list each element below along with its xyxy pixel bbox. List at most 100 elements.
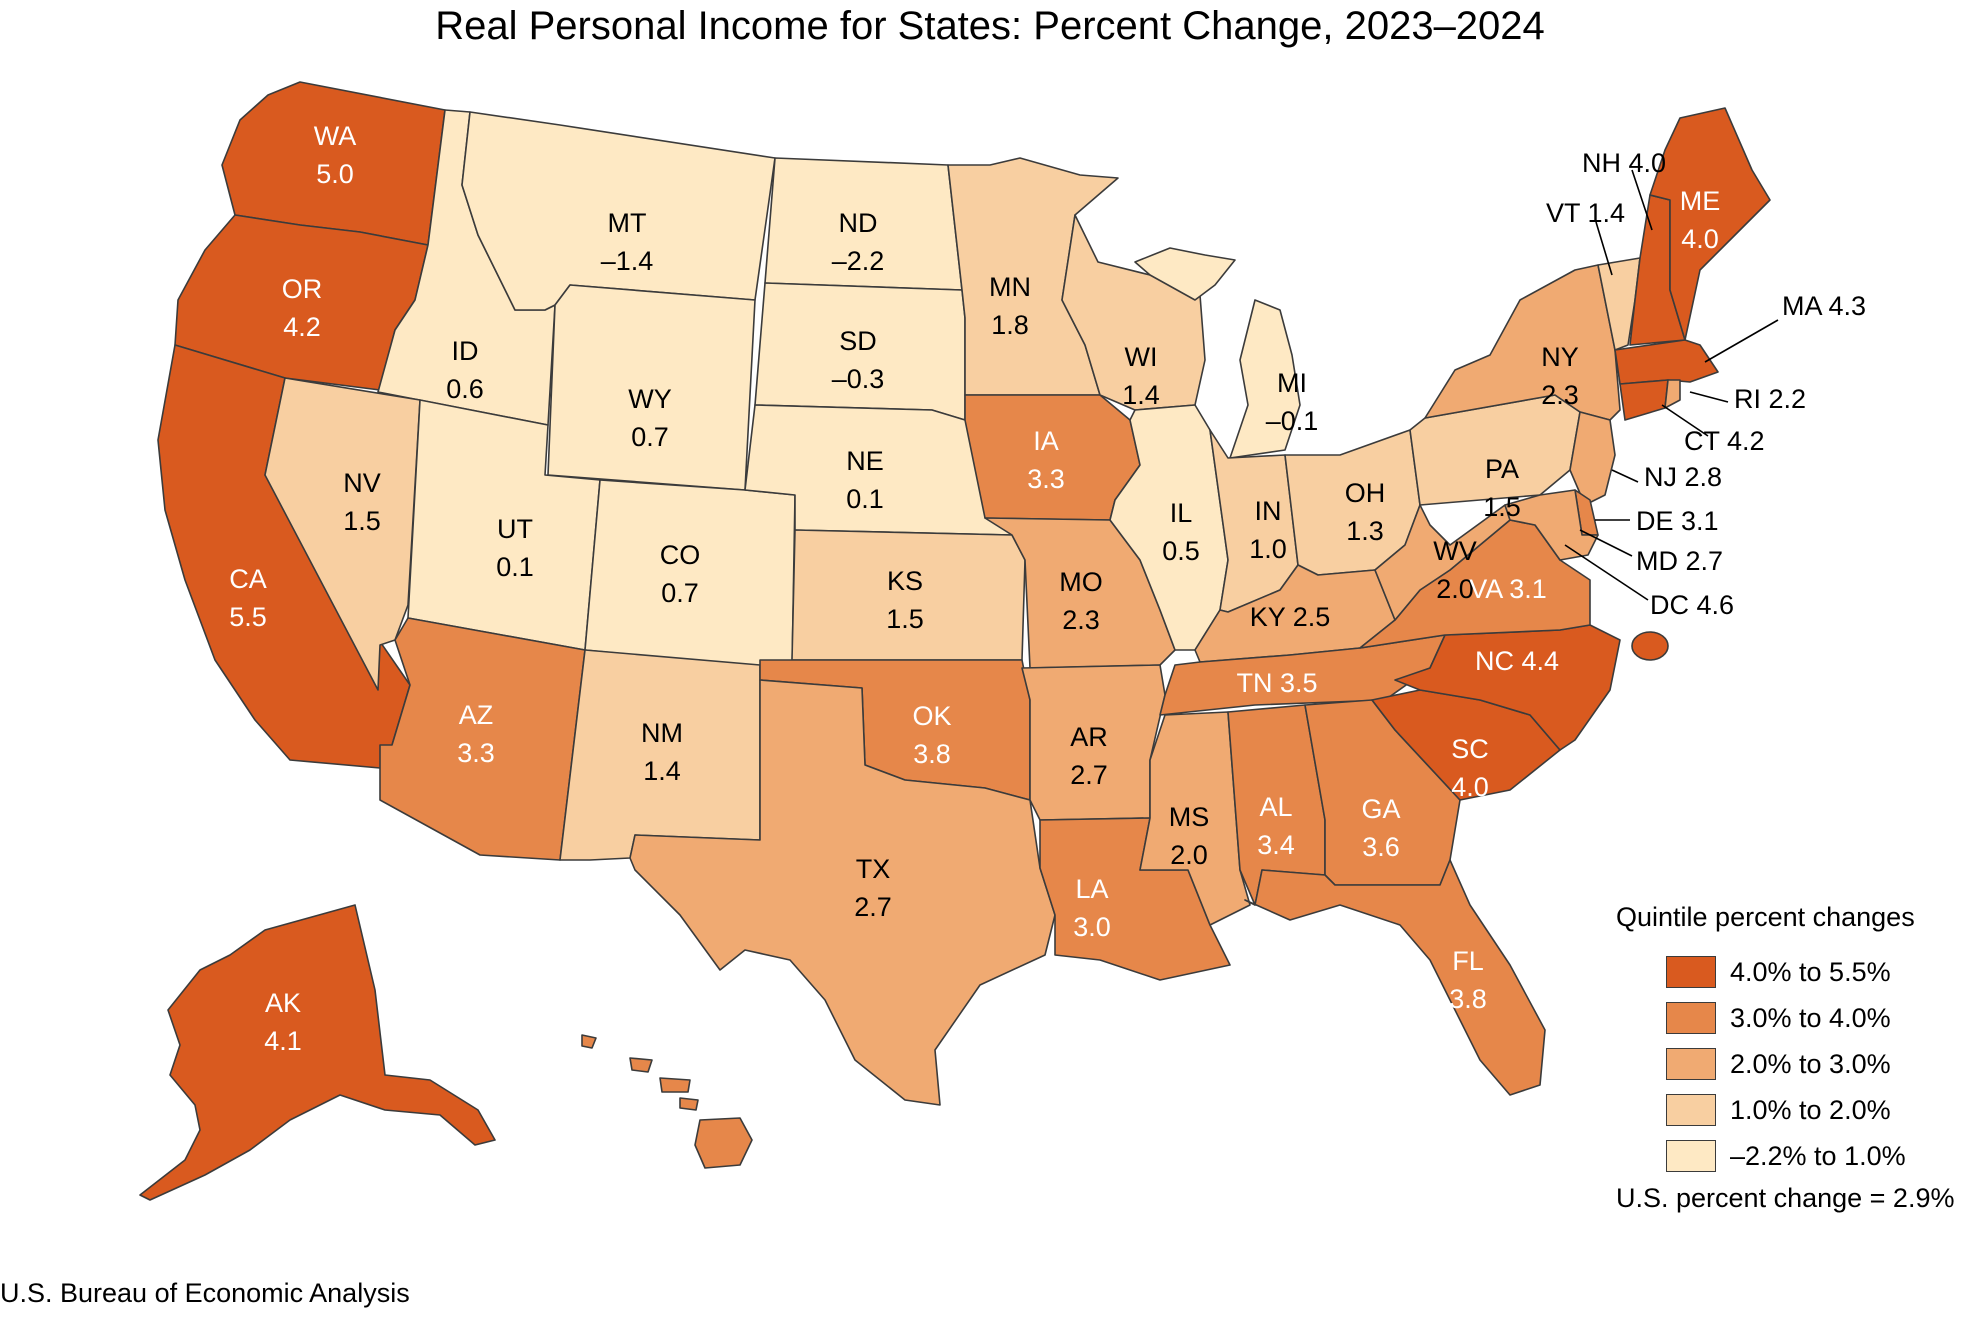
state-shape-hi <box>659 1077 691 1093</box>
state-label-mo: MO 2.3 <box>1059 567 1103 635</box>
state-label-nm: NM 1.4 <box>641 718 683 786</box>
state-label-nv: NV 1.5 <box>343 468 381 536</box>
state-label-ne: NE 0.1 <box>846 446 884 514</box>
state-abbr: IN <box>1255 496 1282 526</box>
state-abbr: ME <box>1680 186 1721 216</box>
state-abbr: CA <box>229 564 267 594</box>
state-label-ar: AR 2.7 <box>1070 722 1108 790</box>
legend-row: 4.0% to 5.5% <box>1616 949 1976 995</box>
state-label-id: ID 0.6 <box>446 336 484 404</box>
state-value: 2.7 <box>854 892 892 922</box>
state-value: 1.5 <box>1483 492 1521 522</box>
state-abbr: HI <box>594 1124 621 1154</box>
state-abbr: MI <box>1277 368 1307 398</box>
state-label-tn: TN 3.5 <box>1236 668 1317 698</box>
state-label-ga: GA 3.6 <box>1361 794 1400 862</box>
state-value: 3.8 <box>913 739 951 769</box>
state-label-me: ME 4.0 <box>1680 186 1721 254</box>
state-label-md: MD 2.7 <box>1636 546 1723 576</box>
state-shape-dc <box>1631 631 1669 661</box>
state-label-nd: ND –2.2 <box>832 208 885 276</box>
state-label-oh: OH 1.3 <box>1345 478 1386 546</box>
legend-label: –2.2% to 1.0% <box>1730 1140 1906 1171</box>
state-shape-ny <box>1424 264 1621 421</box>
leader-line <box>1579 529 1633 557</box>
state-value: 2.0 <box>1436 574 1474 604</box>
state-abbr: AL <box>1259 792 1292 822</box>
state-abbr: KS <box>887 566 923 596</box>
state-abbr: NY <box>1541 342 1579 372</box>
state-label-nc: NC 4.4 <box>1475 646 1559 676</box>
state-value: 5.0 <box>316 159 354 189</box>
leader-line <box>1704 319 1779 363</box>
state-label-in: IN 1.0 <box>1249 496 1287 564</box>
state-shape-nj <box>1569 411 1616 506</box>
state-abbr: CO <box>660 540 701 570</box>
state-abbr: OR <box>282 274 323 304</box>
state-shape-nm <box>559 649 761 861</box>
state-label-ky: KY 2.5 <box>1250 602 1331 632</box>
state-value: 2.7 <box>1070 760 1108 790</box>
state-labels: WA 5.0 OR 4.2 CA 5.5 ID 0.6 NV 1.5 MT –1.4 WY 0.7 UT 0.… <box>229 121 1866 1192</box>
state-shape-hi <box>581 1034 597 1049</box>
leader-line <box>1595 221 1613 276</box>
state-label-la: LA 3.0 <box>1073 874 1111 942</box>
state-label-ca: CA 5.5 <box>229 564 267 632</box>
state-value: 0.1 <box>496 552 534 582</box>
state-shape-ct <box>1619 379 1669 421</box>
state-value: 5.5 <box>229 602 267 632</box>
state-label-nj: NJ 2.8 <box>1644 462 1722 492</box>
state-abbr: SD <box>839 326 877 356</box>
state-shapes <box>139 81 1771 1201</box>
state-label-ri: RI 2.2 <box>1734 384 1806 414</box>
state-value: 3.8 <box>1449 984 1487 1014</box>
state-label-or: OR 4.2 <box>282 274 323 342</box>
state-label-ak: AK 4.1 <box>264 988 302 1056</box>
state-label-dc: DC 4.6 <box>1650 590 1734 620</box>
state-value: –0.3 <box>832 364 885 394</box>
legend-label: 2.0% to 3.0% <box>1730 1048 1891 1079</box>
state-value: –1.4 <box>601 246 654 276</box>
state-label-al: AL 3.4 <box>1257 792 1295 860</box>
state-value: 4.1 <box>264 1026 302 1056</box>
state-abbr: AK <box>265 988 301 1018</box>
state-label-wv: WV 2.0 <box>1433 536 1477 604</box>
legend-title: Quintile percent changes <box>1616 902 1915 932</box>
state-label-sc: SC 4.0 <box>1451 734 1489 802</box>
state-value: 1.4 <box>643 756 681 786</box>
state-abbr: OH <box>1345 478 1386 508</box>
state-shape-hi <box>694 1117 753 1169</box>
state-abbr: IA <box>1033 426 1059 456</box>
state-label-nh: NH 4.0 <box>1582 148 1666 178</box>
state-label-fl: FL 3.8 <box>1449 946 1487 1014</box>
state-value: 3.0 <box>1073 912 1111 942</box>
state-shape-md <box>1504 489 1599 561</box>
state-label-ok: OK 3.8 <box>912 701 951 769</box>
state-value: 1.5 <box>886 604 924 634</box>
state-abbr: AR <box>1070 722 1108 752</box>
legend: Quintile percent changes 4.0% to 5.5% 3.… <box>1616 902 1976 1214</box>
legend-swatch-q1 <box>1666 1140 1716 1172</box>
state-value: 0.7 <box>661 578 699 608</box>
state-abbr: ID <box>452 336 479 366</box>
state-label-ut: UT 0.1 <box>496 514 534 582</box>
state-shape-ma <box>1614 339 1719 385</box>
state-value: 3.6 <box>1362 832 1400 862</box>
state-abbr: IL <box>1170 498 1193 528</box>
leader-line <box>1564 544 1649 601</box>
state-value: 1.5 <box>343 506 381 536</box>
legend-swatch-q3 <box>1666 1048 1716 1080</box>
state-label-mn: MN 1.8 <box>989 272 1031 340</box>
legend-label: 1.0% to 2.0% <box>1730 1094 1891 1125</box>
legend-label: 3.0% to 4.0% <box>1730 1002 1891 1033</box>
us-percent-change: U.S. percent change = 2.9% <box>1616 1183 1955 1213</box>
state-abbr: SC <box>1451 734 1489 764</box>
state-value: 3.3 <box>1027 464 1065 494</box>
state-label-mt: MT –1.4 <box>601 208 654 276</box>
state-label-tx: TX 2.7 <box>854 854 892 922</box>
state-value: 4.0 <box>1681 224 1719 254</box>
state-label-ms: MS 2.0 <box>1169 802 1210 870</box>
state-abbr: PA <box>1485 454 1519 484</box>
state-label-ma: MA 4.3 <box>1782 291 1866 321</box>
state-shape-hi <box>679 1097 699 1111</box>
